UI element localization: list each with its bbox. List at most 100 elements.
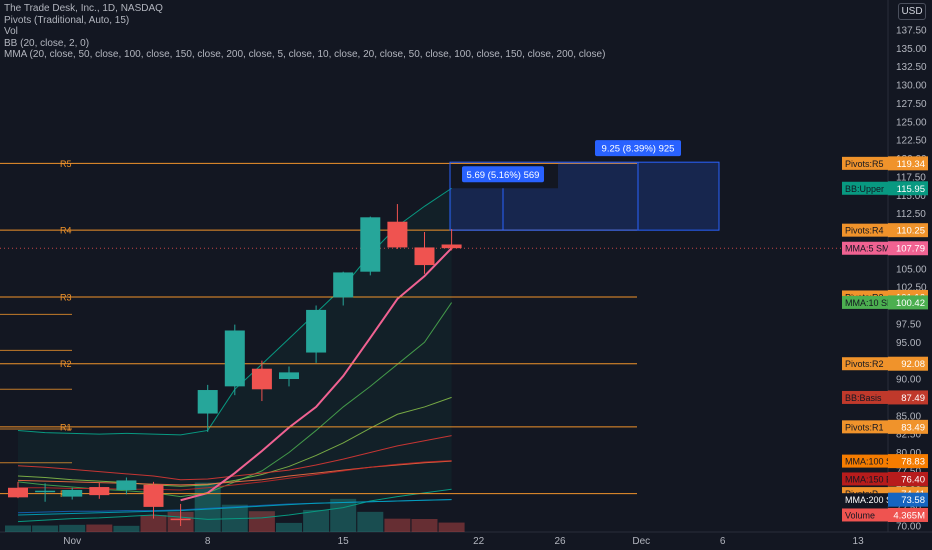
price-label-bb-upper: BB:Upper 115.95: [842, 181, 928, 196]
y-tick-label: 127.50: [896, 99, 927, 110]
price-label-name: Pivots:R4: [845, 226, 884, 236]
candle-body: [387, 221, 408, 248]
measure-label-bg: [595, 140, 681, 157]
volume-bar: [384, 518, 411, 532]
volume-bar: [330, 498, 357, 532]
y-tick-label: 112.50: [896, 209, 926, 220]
candle-body: [197, 390, 218, 414]
price-label-value: 115.95: [897, 184, 925, 195]
y-tick-label: 97.50: [896, 319, 921, 330]
legend-mma[interactable]: MMA (20, close, 50, close, 100, close, 1…: [4, 49, 606, 60]
measure-label-bg: [462, 166, 544, 183]
candle-body: [441, 244, 462, 249]
price-label-name: MMA:150 EMA: [845, 474, 906, 484]
measure-label: 5.69 (5.16%) 569: [467, 170, 540, 181]
chart-legend: The Trade Desk, Inc., 1D, NASDAQ Pivots …: [4, 3, 605, 61]
x-tick-label: 6: [720, 536, 726, 547]
candle-body: [360, 217, 381, 272]
y-tick-label: 82.50: [896, 430, 921, 441]
candle-body: [306, 309, 327, 353]
volume-bar: [194, 482, 221, 532]
y-tick-label: 90.00: [896, 375, 921, 386]
bollinger-band-fill: [18, 188, 452, 522]
price-label-name: BB:Upper: [845, 184, 884, 194]
candles: [8, 204, 462, 526]
y-tick-label: 95.00: [896, 338, 921, 349]
candle-body: [8, 487, 28, 498]
price-label-value-bg: [888, 507, 928, 522]
volume-bar: [303, 509, 330, 532]
legend-bollinger[interactable]: BB (20, close, 2, 0): [4, 37, 90, 49]
currency-badge[interactable]: USD: [898, 3, 926, 20]
price-label-name-bg: [842, 493, 888, 507]
x-tick-label: Dec: [632, 536, 650, 547]
x-tick-label: Nov: [63, 536, 81, 547]
candle-body: [414, 247, 435, 266]
pivot-label-r5: R5: [60, 159, 72, 169]
volume-bar: [86, 524, 113, 532]
x-tick-label: 22: [473, 536, 485, 547]
price-label-value-bg: [888, 492, 928, 507]
price-label-name-bg: [842, 508, 888, 522]
price-label-name-bg: [842, 390, 888, 404]
price-label-name-bg: [842, 223, 888, 237]
price-label-name-bg: [842, 472, 888, 486]
price-label-value-bg: [888, 356, 928, 371]
candle-body: [333, 272, 354, 298]
y-tick-label: 137.50: [896, 25, 927, 36]
price-label-name: BB:Basis: [845, 393, 882, 403]
price-label-name-bg: [842, 181, 888, 195]
y-tick-label: 105.00: [896, 264, 927, 275]
price-label-name-bg: [842, 357, 888, 371]
candle-body: [251, 368, 272, 390]
candle-body: [116, 480, 137, 490]
price-label-name: Volume: [845, 510, 875, 520]
price-label-value: 107.79: [896, 244, 925, 255]
price-label-value: 92.08: [901, 359, 925, 370]
pivot-label-r1: R1: [60, 422, 72, 432]
price-label-name: MMA:200 SMA: [845, 495, 906, 505]
price-label-value-bg: [888, 223, 928, 238]
volume-bar: [276, 522, 302, 532]
candle-body: [170, 518, 191, 521]
price-label-bb-basis: BB:Basis 87.49: [842, 390, 928, 405]
candle-body: [89, 487, 110, 496]
sma5-line: [180, 247, 453, 502]
y-tick-label: 115.00: [896, 191, 926, 202]
y-tick-label: 135.00: [896, 44, 927, 55]
price-label-value-bg: [888, 419, 928, 434]
price-label-name: Pivots:R1: [845, 422, 884, 432]
price-label-value-bg: [888, 295, 928, 310]
volume-bar: [140, 515, 167, 532]
price-label-value: 110.25: [897, 226, 925, 237]
legend-volume[interactable]: Vol: [4, 26, 18, 37]
price-label-name: MMA:10 SMA: [845, 298, 901, 308]
legend-symbol[interactable]: The Trade Desk, Inc., 1D, NASDAQ: [4, 3, 163, 14]
price-label-value: 4.365M: [893, 510, 925, 521]
x-tick-label: 15: [338, 536, 350, 547]
price-label-value: 119.34: [897, 159, 925, 170]
volume-bar: [113, 525, 140, 532]
volume-bar: [357, 511, 384, 532]
measure-tools: 5.69 (5.16%) 569 9.25 (8.39%) 925: [449, 140, 720, 231]
bollinger-lower-line: [17, 488, 452, 523]
volume-bar: [438, 522, 465, 532]
price-label-value-bg: [888, 471, 928, 486]
measure-box-outline: [449, 161, 720, 231]
legend-pivots[interactable]: Pivots (Traditional, Auto, 15): [4, 14, 130, 26]
price-label-name-bg: [842, 420, 888, 434]
price-label-value-bg: [888, 454, 928, 469]
price-label-name: Pivots:R5: [845, 159, 884, 169]
price-label-value: 83.49: [901, 422, 925, 433]
candle-body: [143, 484, 164, 507]
x-tick-label: 26: [554, 536, 566, 547]
x-axis: Nov 8 15 22 26 Dec 6 13: [63, 536, 864, 547]
y-tick-label: 77.50: [896, 466, 921, 477]
price-label-value-bg: [888, 181, 928, 196]
price-label-value: 76.40: [901, 474, 925, 485]
